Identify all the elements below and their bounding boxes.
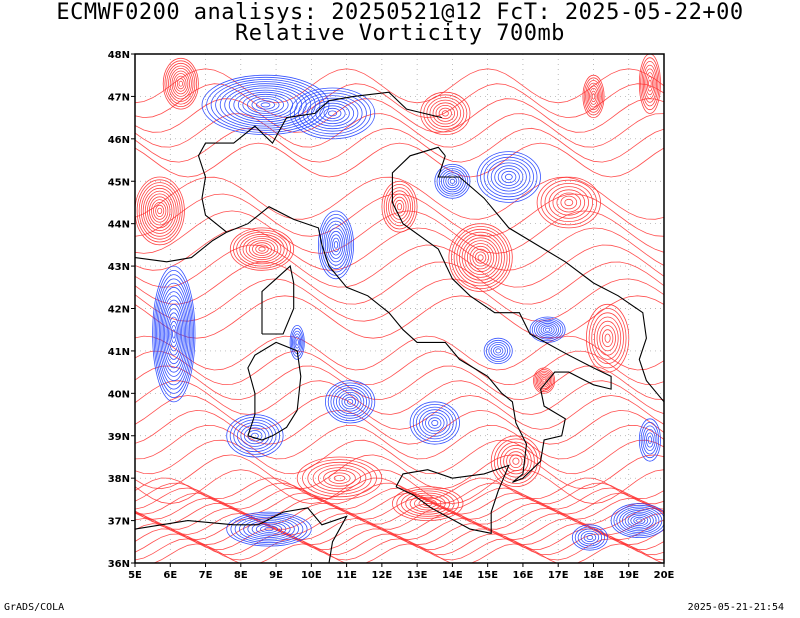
map-subtitle: Relative Vorticity 700mb [235,21,565,46]
lat-tick-label: 42N [108,305,130,316]
lat-tick-label: 47N [108,92,130,103]
lat-tick-label: 44N [108,220,130,231]
lon-tick-label: 8E [234,570,248,581]
lat-lon-grid [135,54,664,563]
lat-tick-label: 43N [108,262,130,273]
lon-tick-label: 18E [583,570,604,581]
lat-tick-label: 48N [108,50,130,61]
lon-tick-label: 13E [407,570,428,581]
longitude-axis: 5E 6E 7E 8E 9E 10E 11E 12E 13E 14E 15E 16E 17E 18E 19E… [128,563,675,581]
map-title: ECMWF0200 analisys: 20250521@12 FcT: 202… [56,0,744,25]
lon-tick-label: 17E [548,570,569,581]
lon-tick-label: 5E [128,570,142,581]
lon-tick-label: 10E [301,570,322,581]
lat-tick-label: 41N [108,347,130,358]
lon-tick-label: 19E [618,570,639,581]
lat-tick-label: 39N [108,432,130,443]
lon-tick-label: 20E [654,570,675,581]
lon-tick-label: 16E [513,570,534,581]
lon-tick-label: 12E [371,570,392,581]
latitude-axis: 36N 37N 38N 39N 40N 41N 42N 43N 44N 45N 46N 47N 48N [108,50,135,570]
footer-timestamp: 2025-05-21-21:54 [687,602,784,613]
footer-credit: GrADS/COLA [4,602,65,613]
lat-tick-label: 36N [108,559,130,570]
lat-tick-label: 45N [108,177,130,188]
coastlines [135,91,664,563]
lat-tick-label: 37N [108,517,130,528]
lon-tick-label: 14E [442,570,463,581]
lon-tick-label: 7E [199,570,213,581]
lat-tick-label: 46N [108,135,130,146]
lon-tick-label: 15E [477,570,498,581]
lon-tick-label: 11E [336,570,357,581]
lat-tick-label: 38N [108,474,130,485]
lat-tick-label: 40N [108,389,130,400]
lon-tick-label: 6E [163,570,177,581]
vorticity-contours [135,54,664,563]
lon-tick-label: 9E [269,570,283,581]
